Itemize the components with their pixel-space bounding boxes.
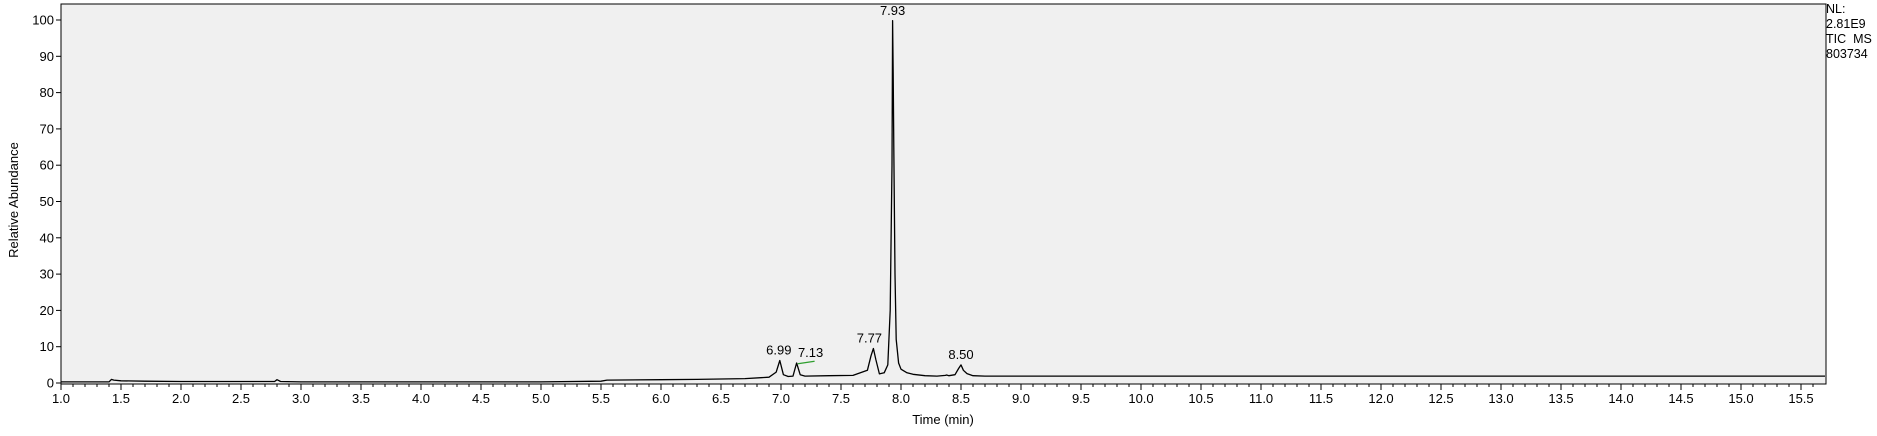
x-tick-label: 13.5: [1548, 391, 1573, 406]
plot-area: [60, 3, 1827, 385]
peak-label: 8.50: [948, 347, 973, 362]
y-tick-label: 0: [47, 376, 54, 391]
y-tick-label: 10: [40, 339, 54, 354]
integration-mark: [797, 360, 815, 365]
x-tick-label: 2.5: [232, 391, 250, 406]
x-tick-label: 11.5: [1309, 391, 1333, 406]
x-axis-label: Time (min): [912, 412, 974, 427]
y-tick-label: 100: [32, 13, 54, 28]
x-tick-label: 1.5: [112, 391, 130, 406]
x-tick-label: 14.0: [1608, 391, 1633, 406]
y-tick-label: 60: [40, 158, 54, 173]
y-axis-label: Relative Abundance: [6, 142, 21, 258]
x-tick-label: 7.5: [832, 391, 850, 406]
peak-label: 7.77: [857, 331, 882, 346]
y-tick-label: 80: [40, 85, 54, 100]
x-tick-label: 3.5: [352, 391, 370, 406]
nl-label: NL:: [1826, 2, 1846, 16]
sample-id: 803734: [1826, 47, 1868, 61]
y-tick-label: 30: [40, 267, 54, 282]
x-tick-label: 7.0: [772, 391, 790, 406]
peak-labels: 6.99 7.13 7.77 7.93 8.50: [766, 3, 974, 362]
x-tick-label: 12.5: [1428, 391, 1453, 406]
y-axis: 0 10 20 30 40 50 60 70 80 90 100: [32, 13, 61, 391]
x-tick-label: 1.0: [52, 391, 70, 406]
x-tick-label: 14.5: [1668, 391, 1693, 406]
y-tick-label: 70: [40, 121, 54, 136]
x-tick-label: 6.5: [712, 391, 730, 406]
tic-trace-line: [61, 20, 1825, 383]
peak-label: 7.93: [880, 3, 905, 18]
x-tick-label: 11.0: [1249, 391, 1273, 406]
x-tick-label: 8.5: [952, 391, 970, 406]
x-tick-label: 12.0: [1368, 391, 1393, 406]
peak-label: 7.13: [798, 345, 823, 360]
x-tick-label: 9.5: [1072, 391, 1090, 406]
x-tick-label: 10.5: [1188, 391, 1213, 406]
y-tick-label: 50: [40, 194, 54, 209]
x-tick-label: 2.0: [172, 391, 190, 406]
x-tick-label: 13.0: [1488, 391, 1513, 406]
x-tick-label: 15.0: [1728, 391, 1753, 406]
x-axis: 1.0 1.5 2.0 2.5 3.0 3.5 4.0 4.5 5.0 5.5 6.0 6.5 7.0 7…: [52, 384, 1814, 406]
x-tick-label: 4.5: [472, 391, 490, 406]
x-tick-label: 9.0: [1012, 391, 1030, 406]
y-tick-label: 40: [40, 230, 54, 245]
peak-label: 6.99: [766, 342, 791, 357]
x-tick-label: 6.0: [652, 391, 670, 406]
x-tick-label: 4.0: [412, 391, 430, 406]
y-tick-label: 90: [40, 49, 54, 64]
x-tick-label: 5.5: [592, 391, 610, 406]
x-tick-label: 10.0: [1128, 391, 1153, 406]
x-tick-label: 8.0: [892, 391, 910, 406]
x-tick-label: 5.0: [532, 391, 550, 406]
x-tick-label: 15.5: [1788, 391, 1813, 406]
normalization-info: NL: 2.81E9 TIC MS 803734: [1826, 2, 1872, 62]
y-tick-label: 20: [40, 303, 54, 318]
nl-value: 2.81E9: [1826, 17, 1866, 31]
trace-type: TIC MS: [1826, 32, 1872, 46]
x-tick-label: 3.0: [292, 391, 310, 406]
